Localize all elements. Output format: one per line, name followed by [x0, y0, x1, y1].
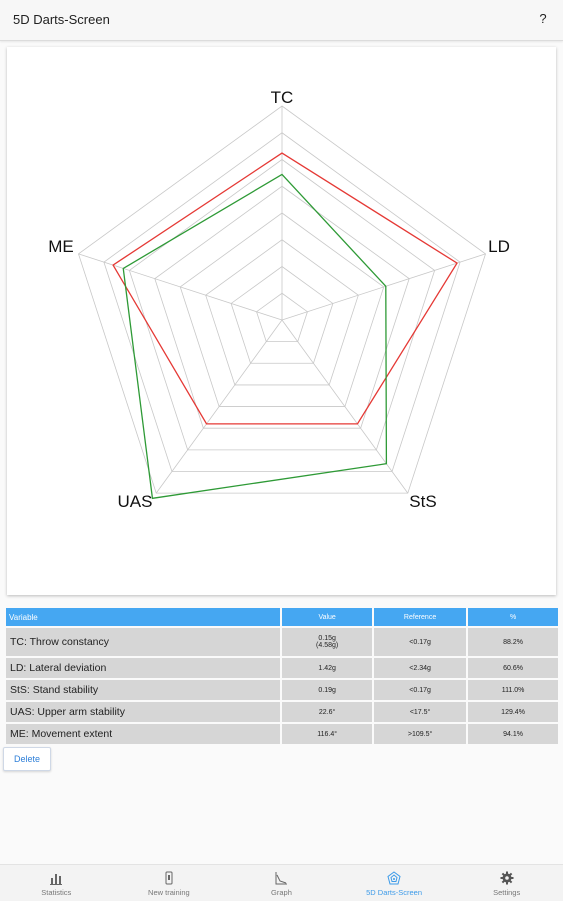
row-value: 0.19g: [282, 680, 373, 700]
table-row: UAS: Upper arm stability 22.6° <17.5° 12…: [6, 702, 558, 722]
results-table: Variable Value Reference % TC: Throw con…: [4, 606, 560, 746]
row-value-main: 0.15g: [318, 635, 336, 642]
radar-grid-ring: [78, 105, 486, 494]
gear-icon: [500, 871, 514, 885]
radar-chart-card: TC LD StS UAS ME: [7, 47, 556, 595]
row-reference: <17.5°: [374, 702, 467, 722]
row-percent: 94.1%: [468, 724, 558, 744]
row-value: 22.6°: [282, 702, 373, 722]
nav-label: Graph: [271, 888, 292, 897]
row-variable: ME: Movement extent: [6, 724, 281, 744]
radar-grid-ring: [103, 132, 461, 472]
radar-grid-ring: [205, 239, 359, 386]
radar-grid-ring: [128, 159, 436, 451]
row-percent: 60.6%: [468, 658, 558, 678]
row-variable: TC: Throw constancy: [6, 628, 281, 656]
phone-icon: [165, 871, 173, 885]
axis-label-uas: UAS: [118, 492, 153, 511]
header-percent: %: [468, 608, 558, 626]
axis-label-me: ME: [48, 237, 74, 256]
help-button[interactable]: ?: [539, 11, 547, 26]
radar-chart: TC LD StS UAS ME: [48, 88, 510, 511]
row-percent: 129.4%: [468, 702, 558, 722]
radar-grid-ring: [179, 212, 385, 407]
row-reference: <2.34g: [374, 658, 467, 678]
axis-label-ld: LD: [488, 237, 510, 256]
row-value: 1.42g: [282, 658, 373, 678]
nav-statistics[interactable]: Statistics: [0, 865, 113, 901]
table-row: StS: Stand stability 0.19g <0.17g 111.0%: [6, 680, 558, 700]
app-bar: 5D Darts-Screen ?: [0, 0, 563, 41]
table-header-row: Variable Value Reference %: [6, 608, 558, 626]
nav-settings[interactable]: Settings: [450, 865, 563, 901]
row-value-sub: (4.58g): [316, 642, 339, 649]
nav-label: 5D Darts-Screen: [366, 888, 422, 897]
line-graph-icon: [275, 872, 288, 885]
nav-label: Settings: [493, 888, 521, 897]
radar-axis-line: [155, 319, 283, 494]
row-percent: 111.0%: [468, 680, 558, 700]
table-row: LD: Lateral deviation 1.42g <2.34g 60.6%: [6, 658, 558, 678]
radar-series-2: [122, 173, 388, 500]
table-row: TC: Throw constancy 0.15g (4.58g) <0.17g …: [6, 628, 558, 656]
nav-graph[interactable]: Graph: [225, 865, 338, 901]
bar-chart-icon: [50, 874, 63, 885]
radar-grid-ring: [230, 266, 334, 364]
nav-new-training[interactable]: New training: [113, 865, 226, 901]
radar-axis-line: [78, 253, 283, 321]
axis-label-sts: StS: [409, 492, 436, 511]
delete-button[interactable]: Delete: [3, 747, 51, 771]
radar-icon: [387, 871, 401, 885]
radar-grid-ring: [256, 292, 308, 343]
header-value: Value: [282, 608, 373, 626]
row-variable: UAS: Upper arm stability: [6, 702, 281, 722]
row-variable: StS: Stand stability: [6, 680, 281, 700]
row-reference: <0.17g: [374, 628, 467, 656]
row-variable: LD: Lateral deviation: [6, 658, 281, 678]
row-reference: >109.5°: [374, 724, 467, 744]
radar-grid-ring: [154, 185, 410, 429]
table-row: ME: Movement extent 116.4° >109.5° 94.1%: [6, 724, 558, 744]
nav-label: New training: [148, 888, 190, 897]
nav-5d-darts-screen[interactable]: 5D Darts-Screen: [338, 865, 451, 901]
radar-axis-line: [281, 253, 486, 321]
header-variable: Variable: [6, 608, 281, 626]
row-reference: <0.17g: [374, 680, 467, 700]
row-value: 116.4°: [282, 724, 373, 744]
bottom-navigation: Statistics New training Graph 5D Darts-S…: [0, 864, 563, 901]
row-value: 0.15g (4.58g): [282, 628, 373, 656]
header-reference: Reference: [374, 608, 467, 626]
row-percent: 88.2%: [468, 628, 558, 656]
radar-series-1: [112, 152, 458, 425]
page-title: 5D Darts-Screen: [13, 12, 110, 27]
nav-label: Statistics: [41, 888, 72, 897]
axis-label-tc: TC: [271, 88, 294, 107]
